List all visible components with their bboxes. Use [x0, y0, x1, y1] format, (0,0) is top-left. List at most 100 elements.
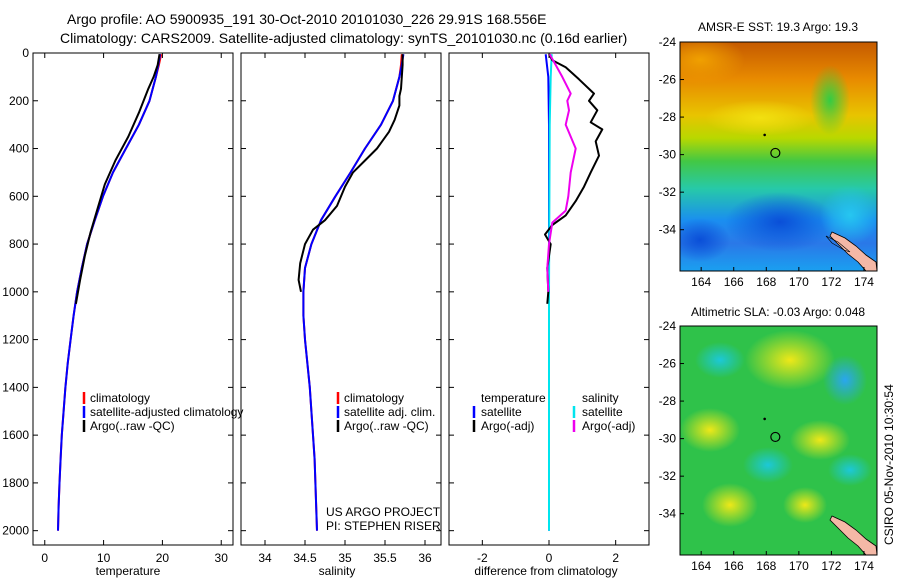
y-tick-label: 800: [9, 237, 29, 251]
map-x-tick-label: 164: [691, 559, 711, 573]
y-tick-label: 0: [22, 46, 29, 60]
sst-map-title: AMSR-E SST: 19.3 Argo: 19.3: [698, 20, 858, 34]
legend-heading-temperature: temperature: [481, 391, 546, 405]
map-x-tick-label: 166: [724, 559, 744, 573]
sst-cyan-patch: [820, 185, 877, 245]
map-x-tick-label: 172: [821, 559, 841, 573]
map-x-tick-label: 166: [724, 275, 744, 289]
map-x-tick-label: 174: [854, 275, 874, 289]
sla-cyan-4: [828, 454, 872, 486]
salinity-panel-frame: [240, 52, 442, 546]
sst-map-axes: 164 166 168 170 172 174 -24 -26 -28 -30 -32 -34: [659, 35, 875, 289]
map-y-tick-label: -28: [659, 394, 677, 408]
sla-yellow-2: [680, 408, 740, 452]
map-y-tick-label: -24: [659, 35, 677, 49]
x-tick-label: 35: [338, 551, 352, 565]
sla-yellow-1: [745, 330, 835, 390]
legend-label-satellite: satellite-adjusted climatology: [90, 405, 243, 419]
difference-legend: temperature satellite Argo(-adj) salinit…: [472, 391, 635, 433]
sst-green-patch: [810, 65, 850, 135]
map-y-tick-label: -30: [659, 432, 677, 446]
salinity-legend: climatology satellite adj. clim. Argo(..…: [326, 391, 441, 533]
y-tick-label: 1800: [2, 476, 29, 490]
map-x-tick-label: 170: [789, 559, 809, 573]
sst-map-frame: [679, 41, 878, 272]
sla-yellow-4: [702, 483, 758, 527]
sla-cyan-1: [695, 342, 745, 378]
x-tick-label: 0: [41, 551, 48, 565]
previous-position-dot: [763, 417, 766, 421]
x-tick-label: 0: [546, 551, 553, 565]
x-tick-label: 34: [258, 551, 272, 565]
previous-position-dot: [763, 133, 766, 137]
y-tick-label: 600: [9, 189, 29, 203]
new-caledonia-land: [829, 515, 877, 555]
sla-cyan-3: [743, 447, 793, 483]
sst-map: [680, 42, 877, 271]
x-tick-label: 10: [97, 551, 111, 565]
series-line-satellite-adj-clim: [302, 54, 405, 531]
project-annotation-line1: US ARGO PROJECT: [326, 505, 441, 519]
difference-axis-label: difference from climatology: [474, 564, 617, 578]
x-tick-label: 36: [418, 551, 432, 565]
y-tick-label: 1600: [2, 428, 29, 442]
x-tick-label: -2: [477, 551, 488, 565]
map-y-tick-label: -26: [659, 357, 677, 371]
title-line2: Climatology: CARS2009. Satellite-adjuste…: [60, 30, 627, 46]
sla-yellow-3: [790, 420, 850, 460]
sla-map: [680, 326, 877, 555]
x-tick-label: 30: [215, 551, 229, 565]
x-tick-label: 35.5: [373, 551, 397, 565]
float-position-marker: [770, 147, 781, 159]
temperature-plot: 0 10 20 30 0 200 400 600 800 1000 1200 1400 1600 1800…: [2, 46, 233, 565]
legend-label-climatology: climatology: [90, 391, 150, 405]
map-x-tick-label: 170: [789, 275, 809, 289]
temperature-legend: climatology satellite-adjusted climatolo…: [82, 391, 243, 433]
float-position-marker: [770, 431, 781, 443]
map-y-tick-label: -24: [659, 319, 677, 333]
legend-label-argo: Argo(..raw -QC): [90, 419, 175, 433]
temperature-axis-label: temperature: [96, 564, 161, 578]
map-y-tick-label: -34: [659, 507, 677, 521]
sst-yellow-patch: [705, 100, 815, 136]
series-line-argo-raw-qc: [74, 54, 161, 304]
legend-label-salt-argo: Argo(-adj): [582, 419, 635, 433]
salinity-plot: 34 34.5 35 35.5 36: [241, 52, 441, 565]
map-x-tick-label: 168: [756, 559, 776, 573]
x-tick-label: 2: [612, 551, 619, 565]
series-line-salinity-satellite: [548, 54, 553, 531]
legend-label-temp-satellite: satellite: [481, 405, 522, 419]
x-tick-label: 20: [156, 551, 170, 565]
y-tick-label: 1000: [2, 285, 29, 299]
legend-label-argo: Argo(..raw -QC): [344, 419, 429, 433]
map-y-tick-label: -26: [659, 73, 677, 87]
island-outline: [825, 235, 851, 253]
project-annotation-line2: PI: STEPHEN RISER: [326, 519, 441, 533]
sla-map-axes: 164 166 168 170 172 174 -24 -26 -28 -30 -32 -34: [659, 319, 875, 573]
sla-yellow-5: [783, 487, 827, 523]
map-x-tick-label: 174: [854, 559, 874, 573]
sst-blue-patch-2: [680, 218, 730, 262]
map-x-tick-label: 164: [691, 275, 711, 289]
map-x-tick-label: 172: [821, 275, 841, 289]
difference-plot: -2 0 2: [449, 52, 649, 565]
csiro-timestamp: CSIRO 05-Nov-2010 10:30:54: [882, 384, 896, 545]
sla-cyan-2: [823, 355, 867, 405]
sla-map-title: Altimetric SLA: -0.03 Argo: 0.048: [691, 305, 865, 319]
legend-label-salt-satellite: satellite: [582, 405, 623, 419]
map-y-tick-label: -28: [659, 110, 677, 124]
sst-blue-patch: [725, 192, 835, 252]
y-tick-label: 200: [9, 94, 29, 108]
y-tick-label: 400: [9, 142, 29, 156]
map-y-tick-label: -30: [659, 148, 677, 162]
x-tick-label: 34.5: [293, 551, 317, 565]
y-tick-label: 1200: [2, 333, 29, 347]
sst-warm-patch: [680, 42, 745, 85]
series-line-argo-raw-qc: [297, 54, 404, 292]
legend-label-temp-argo: Argo(-adj): [481, 419, 534, 433]
map-y-tick-label: -32: [659, 469, 677, 483]
series-line-salinity-argo-adj: [546, 53, 577, 292]
legend-heading-salinity: salinity: [582, 391, 619, 405]
map-x-tick-label: 168: [756, 275, 776, 289]
